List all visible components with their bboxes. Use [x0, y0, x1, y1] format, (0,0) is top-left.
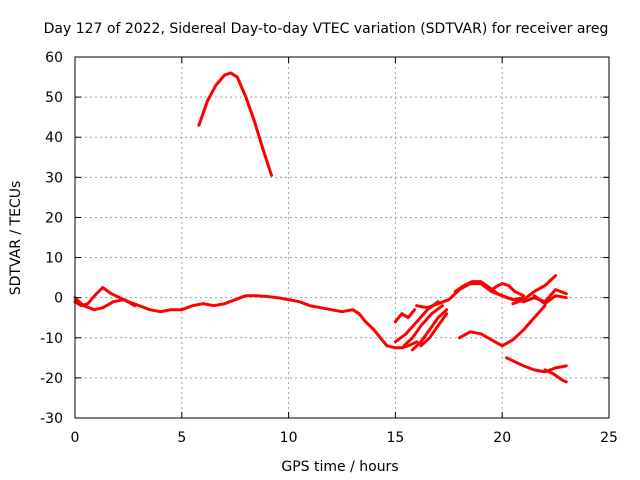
series-group — [73, 71, 568, 384]
y-tick-label: -10 — [40, 331, 63, 347]
series-arc-rise-2 — [402, 304, 444, 348]
series-arc-rise-4 — [419, 312, 449, 348]
y-tick-label: 50 — [45, 90, 63, 106]
y-tick-label: -20 — [40, 371, 63, 387]
series-arc-main — [73, 286, 419, 350]
series-arc-right-3 — [532, 294, 568, 306]
series-arc-high — [197, 71, 273, 177]
series-arc-loop-1 — [73, 296, 137, 312]
x-tick-label: 0 — [71, 430, 80, 446]
x-axis-label: GPS time / hours — [281, 459, 398, 475]
y-tick-label: 40 — [45, 130, 63, 146]
series-arc-rise-3 — [411, 308, 449, 352]
x-tick-label: 15 — [386, 430, 404, 446]
series-arc-mid-2 — [453, 280, 526, 304]
series-arc-right-1 — [511, 274, 558, 306]
series-arc-mid-3 — [490, 282, 526, 298]
x-tick-label: 10 — [280, 430, 298, 446]
x-tick-label: 5 — [177, 430, 186, 446]
series-arc-bottom-2 — [543, 368, 568, 384]
series-arc-short — [393, 308, 417, 324]
y-tick-label: 10 — [45, 251, 63, 267]
y-tick-label: 0 — [54, 291, 63, 307]
y-axis-label: SDTVAR / TECUs — [8, 181, 24, 296]
x-tick-label: 25 — [600, 430, 618, 446]
series-arc-right-2 — [522, 288, 568, 304]
grid — [75, 57, 609, 418]
chart-title: Day 127 of 2022, Sidereal Day-to-day VTE… — [44, 21, 609, 37]
y-tick-label: 60 — [45, 50, 63, 66]
series-arc-low-mid — [458, 304, 547, 348]
axes: 0 5 10 15 20 25 -30 -20 -10 0 10 20 30 40 50 60 — [40, 50, 618, 446]
plot-frame — [74, 56, 610, 419]
y-tick-label: 20 — [45, 210, 63, 226]
x-tick-label: 20 — [493, 430, 511, 446]
series-arc-bottom — [505, 356, 568, 374]
y-tick-label: 30 — [45, 170, 63, 186]
series-arc-mid-1 — [415, 282, 526, 310]
y-tick-label: -30 — [40, 411, 63, 427]
